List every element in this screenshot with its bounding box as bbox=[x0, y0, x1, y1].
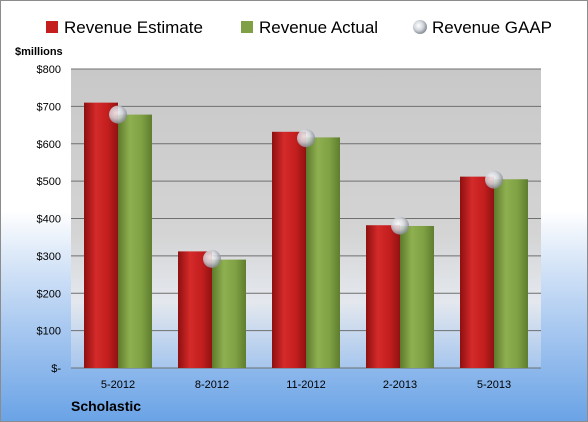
legend: Revenue Estimate Revenue Actual Revenue GA… bbox=[46, 18, 552, 37]
company-name: Scholastic bbox=[71, 398, 142, 414]
y-axis-ticks: $- $100 $200 $300 $400 $500 $600 $700 $800 bbox=[37, 64, 62, 375]
y-tick-label: $100 bbox=[37, 326, 61, 338]
legend-swatch bbox=[413, 20, 427, 34]
marker-revenue-gaap bbox=[203, 249, 221, 268]
bar-revenue-actual bbox=[306, 137, 340, 368]
marker-revenue-gaap bbox=[391, 216, 409, 235]
legend-label: Revenue Estimate bbox=[64, 18, 203, 37]
bar-revenue-estimate bbox=[178, 251, 212, 368]
y-tick-label: $200 bbox=[37, 288, 61, 300]
y-tick-label: $700 bbox=[37, 101, 61, 113]
legend-label: Revenue GAAP bbox=[432, 18, 552, 37]
marker-revenue-gaap bbox=[485, 170, 503, 189]
bar-revenue-estimate bbox=[272, 131, 306, 368]
bar-revenue-actual bbox=[400, 225, 434, 368]
bar-revenue-estimate bbox=[366, 225, 400, 368]
bar-revenue-actual bbox=[118, 114, 152, 368]
y-axis-unit-label: $millions bbox=[15, 46, 63, 58]
x-tick-label: 5-2012 bbox=[101, 379, 135, 391]
y-tick-label: $800 bbox=[37, 64, 61, 76]
x-tick-label: 5-2013 bbox=[477, 379, 511, 391]
y-tick-label: $600 bbox=[37, 139, 61, 151]
x-tick-label: 2-2013 bbox=[383, 379, 417, 391]
x-tick-label: 11-2012 bbox=[286, 379, 326, 391]
y-tick-label: $- bbox=[51, 363, 61, 375]
gaap-markers bbox=[109, 105, 503, 268]
legend-label: Revenue Actual bbox=[259, 18, 378, 37]
bar-revenue-estimate bbox=[84, 102, 118, 368]
y-tick-label: $400 bbox=[37, 214, 61, 226]
x-tick-label: 8-2012 bbox=[195, 379, 229, 391]
y-tick-label: $300 bbox=[37, 251, 61, 263]
marker-revenue-gaap bbox=[297, 129, 315, 148]
legend-swatch bbox=[241, 21, 253, 33]
legend-swatch bbox=[46, 21, 58, 33]
bars bbox=[84, 102, 528, 368]
x-axis-ticks: 5-2012 8-2012 11-2012 2-2013 5-2013 bbox=[101, 379, 511, 391]
bar-revenue-actual bbox=[494, 179, 528, 368]
bar-revenue-estimate bbox=[460, 176, 494, 368]
y-tick-label: $500 bbox=[37, 176, 61, 188]
bar-revenue-actual bbox=[212, 259, 246, 368]
marker-revenue-gaap bbox=[109, 105, 127, 124]
